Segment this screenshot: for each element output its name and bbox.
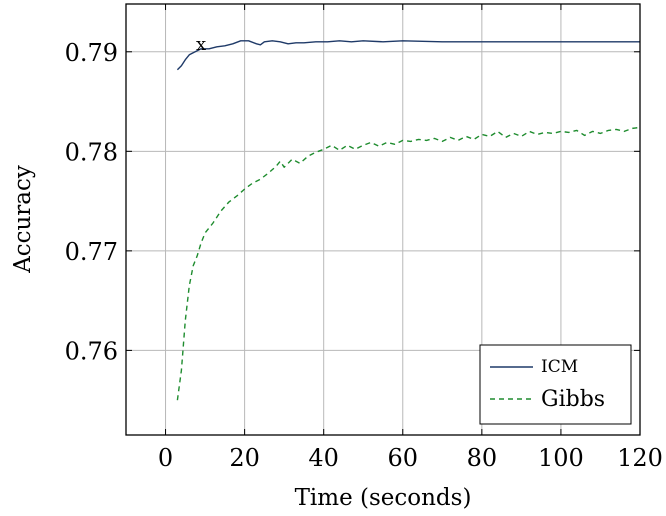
legend: ICM Gibbs bbox=[479, 344, 632, 425]
plot-frame bbox=[125, 3, 641, 436]
series-line-gibbs bbox=[176, 126, 640, 401]
x-tick-label: 120 bbox=[617, 444, 663, 472]
y-tick-label: 0.77 bbox=[65, 238, 118, 266]
y-axis-label: Accuracy bbox=[10, 165, 36, 274]
series-layer bbox=[176, 40, 640, 401]
tick-marks bbox=[126, 4, 641, 435]
legend-label-gibbs: Gibbs bbox=[541, 387, 605, 412]
series-line-icm bbox=[176, 40, 640, 71]
y-tick-label: 0.76 bbox=[65, 337, 118, 365]
y-tick-label: 0.78 bbox=[65, 138, 118, 166]
y-tick-label: 0.79 bbox=[65, 39, 118, 67]
x-tick-label: 100 bbox=[538, 444, 584, 472]
x-tick-label: 60 bbox=[387, 444, 418, 472]
annotation-layer: x bbox=[196, 34, 206, 55]
annotation-label: x bbox=[196, 34, 206, 55]
x-tick-label: 40 bbox=[308, 444, 339, 472]
x-tick-label: 0 bbox=[158, 444, 173, 472]
x-axis-label: Time (seconds) bbox=[295, 485, 472, 511]
x-tick-label: 80 bbox=[467, 444, 498, 472]
tick-labels: 0 20 40 60 80 100 120 0.76 0.77 0.78 0.79 bbox=[65, 39, 663, 472]
legend-box bbox=[479, 344, 632, 425]
legend-label-icm: ICM bbox=[541, 357, 578, 377]
x-tick-label: 20 bbox=[229, 444, 260, 472]
